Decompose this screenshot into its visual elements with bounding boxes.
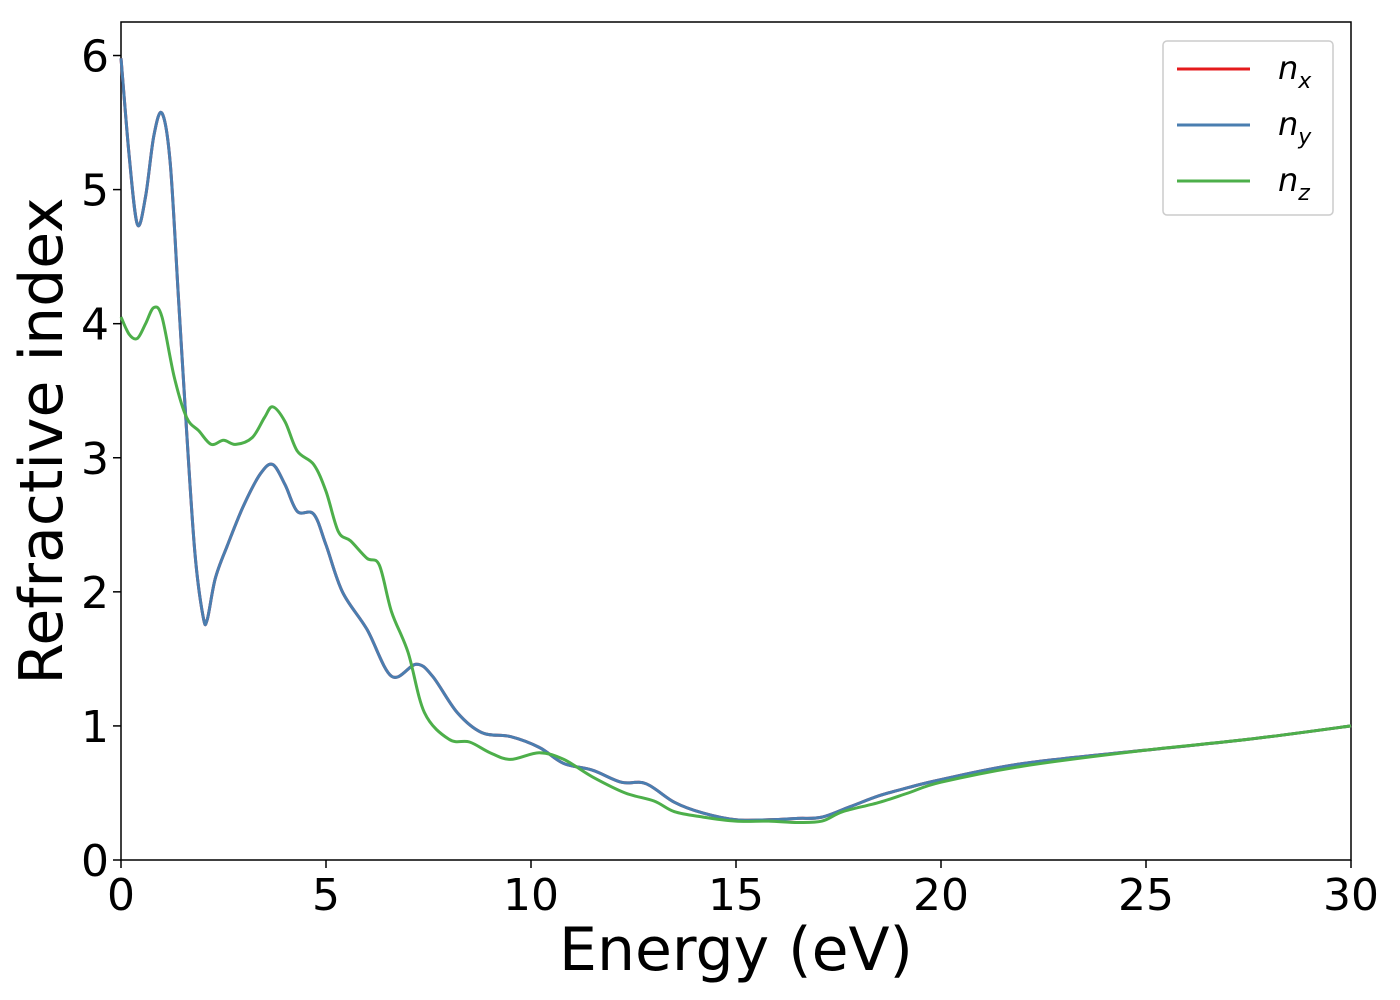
legend-label-x: nx [1278, 49, 1312, 94]
x-tick-label: 15 [708, 870, 764, 921]
x-tick-label: 25 [1118, 870, 1174, 921]
y-tick-label: 2 [81, 568, 109, 619]
x-tick-label: 20 [913, 870, 969, 921]
legend-label-subscript: x [1297, 69, 1312, 94]
x-axis-title: Energy (eV) [559, 915, 913, 985]
legend-label-subscript: z [1297, 181, 1310, 206]
y-tick-label: 1 [81, 702, 109, 753]
legend-label-z: nz [1278, 161, 1310, 206]
y-tick-label: 6 [81, 32, 109, 83]
series-line-y [119, 58, 1352, 822]
legend-label-base: n [1278, 49, 1298, 87]
legend-label-subscript: y [1297, 125, 1312, 150]
x-tick-label: 5 [312, 870, 340, 921]
y-axis-title: Refractive index [7, 197, 77, 684]
y-tick-label: 5 [81, 166, 109, 217]
y-tick-label: 4 [81, 300, 109, 351]
x-axis-ticks: 0 5 10 15 20 25 30 [107, 860, 1379, 921]
legend-label-y: ny [1278, 105, 1312, 150]
y-tick-label: 0 [81, 836, 109, 887]
legend-label-base: n [1278, 161, 1298, 199]
legend-box [1162, 40, 1334, 216]
series-line-z [119, 305, 1352, 825]
x-tick-label: 0 [107, 870, 135, 921]
x-tick-label: 10 [503, 870, 559, 921]
x-tick-label: 30 [1323, 870, 1379, 921]
y-tick-label: 3 [81, 434, 109, 485]
series-layer [119, 58, 1352, 825]
legend-label-base: n [1278, 105, 1298, 143]
y-axis-ticks: 0 1 2 3 4 5 6 [81, 32, 121, 887]
